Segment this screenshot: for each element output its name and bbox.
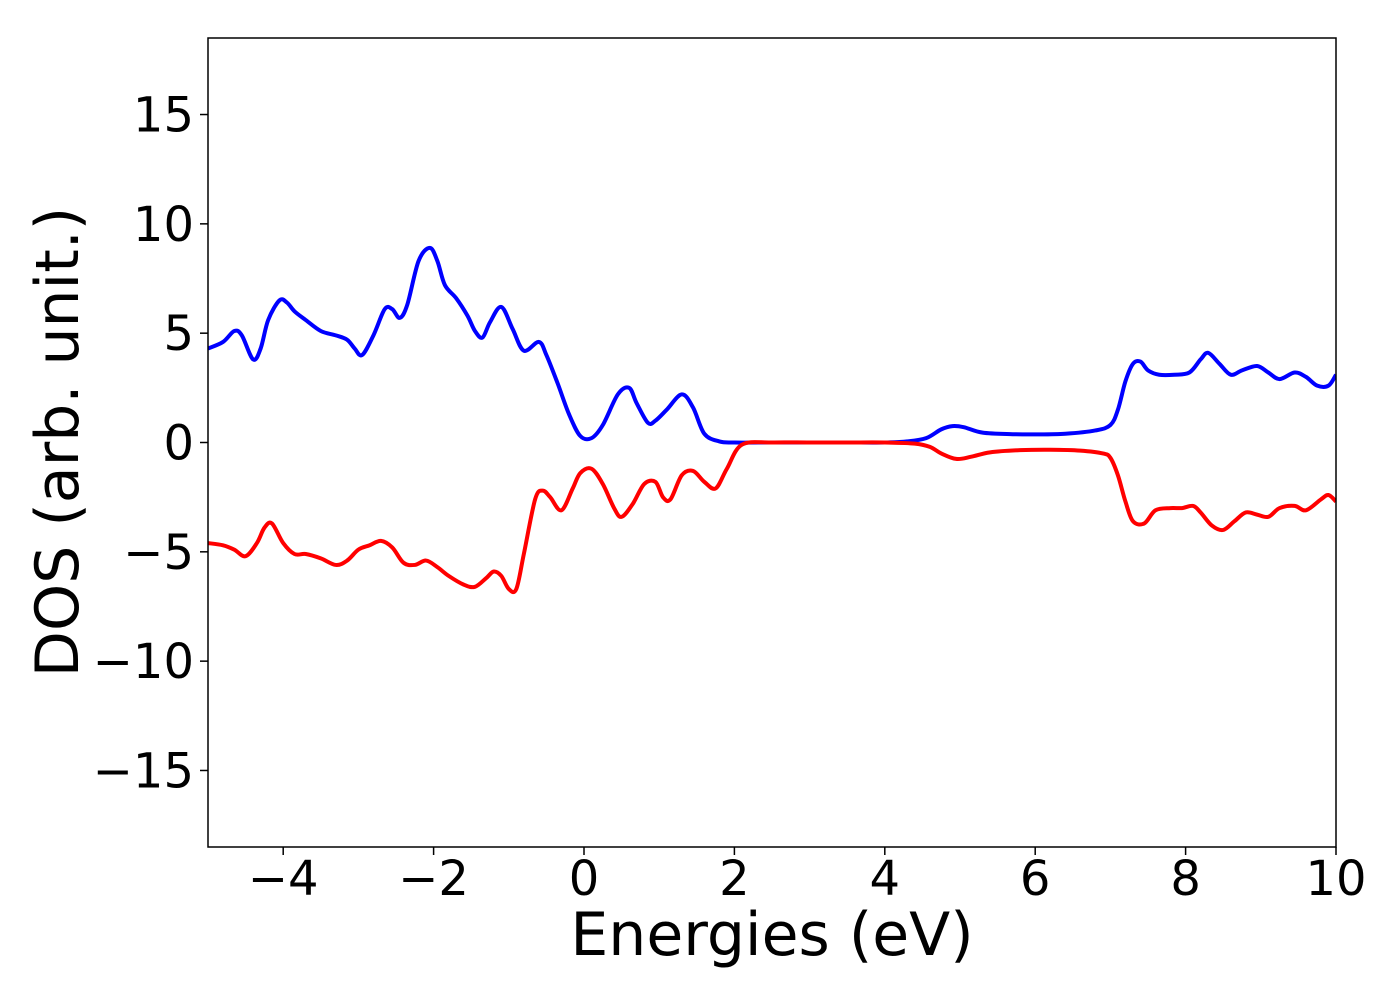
- y-tick-label: −15: [93, 743, 194, 799]
- y-tick-label: 15: [133, 88, 194, 144]
- x-tick-label: 8: [1170, 851, 1201, 907]
- y-tick-label: −5: [123, 525, 194, 581]
- series-line-2: [208, 440, 1336, 595]
- ticks-layer: −4 −2 0 2 4 6 8 10 −15 −10 −5 0 5 10 15: [93, 88, 1367, 907]
- y-tick-label: −10: [93, 634, 194, 690]
- x-axis-label: Energies (eV): [570, 900, 973, 970]
- x-tick-label: 10: [1305, 851, 1366, 907]
- x-tick-label: 6: [1020, 851, 1051, 907]
- series-layer: [208, 245, 1336, 595]
- y-axis-label: DOS (arb. unit.): [23, 207, 93, 677]
- y-tick-label: 10: [133, 197, 194, 253]
- x-tick-label: −2: [398, 851, 469, 907]
- x-tick-label: 0: [569, 851, 600, 907]
- x-tick-label: −4: [248, 851, 319, 907]
- y-tick-label: 0: [163, 416, 194, 472]
- y-tick-label: 5: [163, 306, 194, 362]
- series-line-1: [208, 245, 1336, 445]
- x-tick-label: 4: [870, 851, 901, 907]
- x-tick-label: 2: [719, 851, 750, 907]
